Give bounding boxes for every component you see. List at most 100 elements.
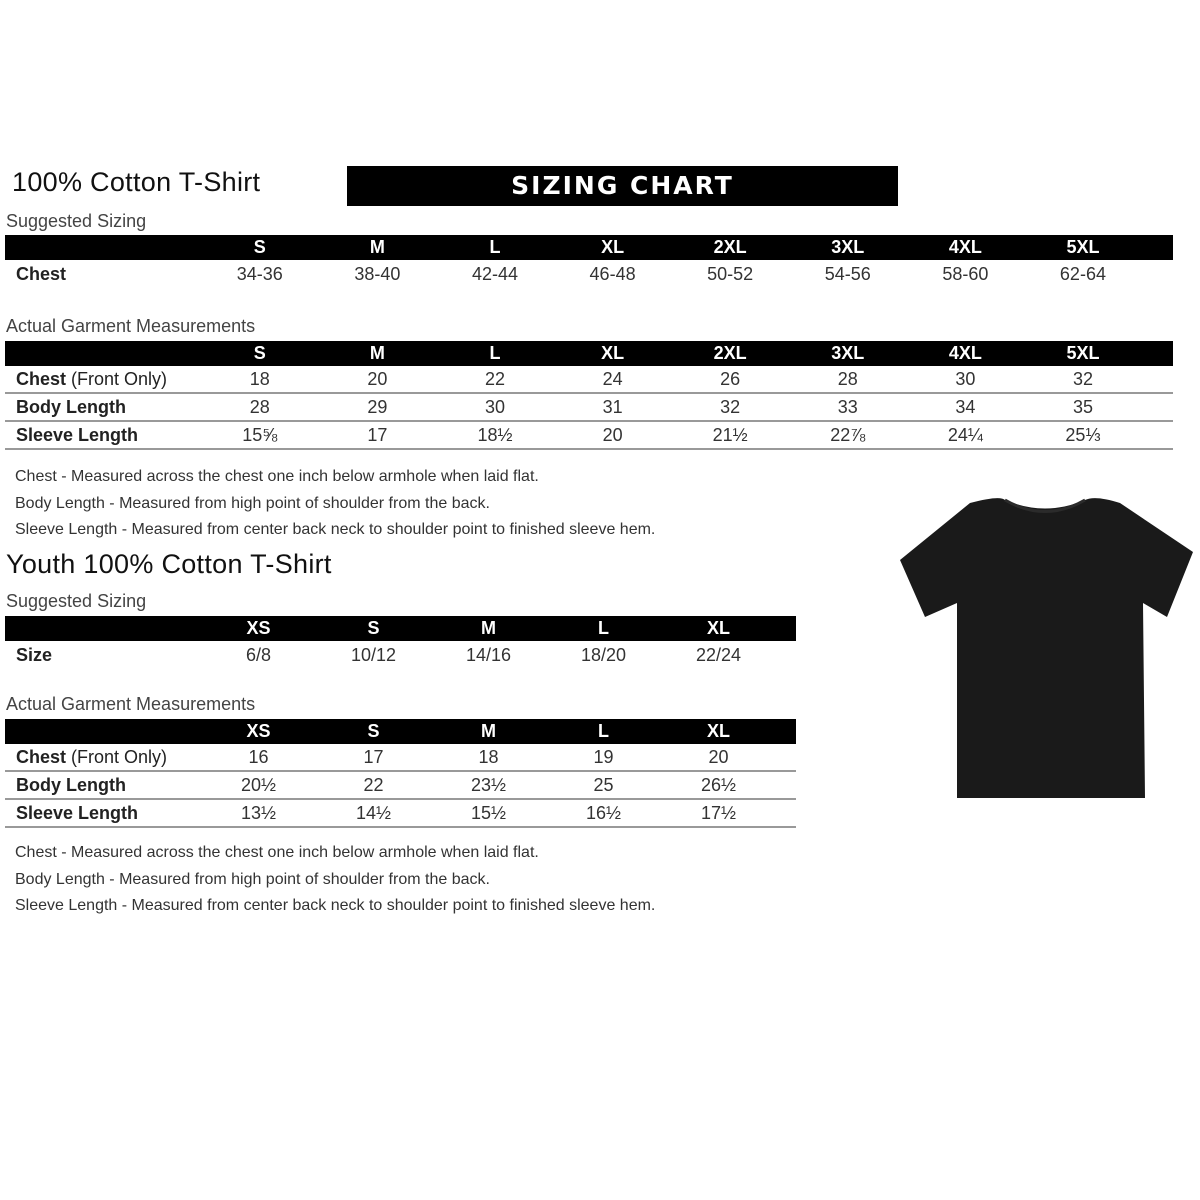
size-header-m: M	[369, 343, 385, 363]
cell-value: 29	[367, 396, 388, 417]
row-label-text: Body Length	[16, 774, 126, 795]
adult-notes: Chest - Measured across the chest one in…	[15, 464, 655, 544]
cell-value: 17½	[700, 802, 737, 823]
cell-value: 15⅝	[242, 424, 278, 445]
cell-value: 20	[708, 746, 729, 767]
youth-actual-label: Actual Garment Measurements	[6, 694, 256, 714]
size-header-row: XS S M L XL	[5, 616, 796, 641]
row-label-suffix: (Front Only)	[66, 368, 168, 389]
size-header-s: S	[253, 237, 266, 257]
size-header-2xl: 2XL	[713, 343, 747, 363]
measurement-note: Sleeve Length - Measured from center bac…	[15, 897, 656, 914]
size-header-l: L	[489, 343, 501, 363]
size-header-xl: XL	[601, 237, 625, 257]
cell-value: 32	[720, 396, 741, 417]
cell-value: 25⅓	[1065, 424, 1101, 445]
cell-value: 22⅞	[830, 424, 866, 445]
size-header-s: S	[367, 618, 380, 638]
measurement-note: Sleeve Length - Measured from center bac…	[15, 521, 656, 538]
sizing-chart-banner: SIZING CHART	[347, 166, 898, 206]
row-label: Sleeve Length	[5, 425, 201, 446]
cell-value: 18½	[477, 424, 513, 445]
cell-value: 30	[484, 396, 505, 417]
table-row: Sleeve Length 15⅝ 17 18½ 20 21½ 22⅞ 24¼ 25⅓	[5, 422, 1173, 450]
cell-value: 31	[602, 396, 623, 417]
cell-value: 22	[484, 368, 505, 389]
row-label-text: Body Length	[16, 396, 126, 417]
size-header-m: M	[481, 618, 496, 638]
table-row: Size 6/8 10/12 14/16 18/20 22/24	[5, 641, 796, 669]
cell-value: 26½	[700, 774, 737, 795]
size-header-4xl: 4XL	[948, 343, 982, 363]
cell-value: 54-56	[824, 263, 871, 284]
row-label: Size	[5, 645, 201, 666]
measurement-note: Body Length - Measured from high point o…	[15, 870, 490, 888]
table-row: Body Length 28 29 30 31 32 33 34 35	[5, 394, 1173, 422]
size-header-4xl: 4XL	[948, 237, 982, 257]
cell-value: 19	[593, 746, 614, 767]
row-label-text: Sleeve Length	[16, 424, 139, 445]
tshirt-image	[900, 498, 1193, 798]
size-header-3xl: 3XL	[831, 343, 865, 363]
table-row: Sleeve Length 13½ 14½ 15½ 16½ 17½	[5, 800, 796, 828]
cell-value: 14½	[355, 802, 392, 823]
row-label: Chest	[5, 264, 201, 285]
row-label-text: Size	[16, 644, 53, 665]
cell-value: 42-44	[471, 263, 518, 284]
cell-value: 24	[602, 368, 623, 389]
cell-value: 33	[837, 396, 858, 417]
cell-value: 10/12	[350, 644, 397, 665]
cell-value: 20½	[240, 774, 277, 795]
size-header-3xl: 3XL	[831, 237, 865, 257]
cell-value: 46-48	[589, 263, 636, 284]
size-header-xl: XL	[706, 618, 730, 638]
size-header-l: L	[598, 721, 609, 741]
table-row: Chest 34-36 38-40 42-44 46-48 50-52 54-56 58-60…	[5, 260, 1173, 288]
size-header-m: M	[369, 237, 385, 257]
adult-suggested-table: S M L XL 2XL 3XL 4XL 5XL Chest 34-36 38-40 42-44 46-…	[5, 235, 1173, 288]
cell-value: 50-52	[707, 263, 754, 284]
cell-value: 15½	[470, 802, 507, 823]
cell-value: 26	[720, 368, 741, 389]
cell-value: 6/8	[245, 644, 272, 665]
table-row: Body Length 20½ 22 23½ 25 26½	[5, 772, 796, 800]
measurement-note: Chest - Measured across the chest one in…	[15, 468, 539, 485]
row-label: Body Length	[5, 775, 201, 796]
cell-value: 22/24	[695, 644, 742, 665]
cell-value: 20	[602, 424, 623, 445]
measurement-note: Chest - Measured across the chest one in…	[15, 844, 539, 861]
cell-value: 24¼	[947, 424, 983, 445]
youth-title: Youth 100% Cotton T-Shirt	[6, 549, 332, 579]
cell-value: 21½	[712, 424, 748, 445]
cell-value: 16	[248, 746, 269, 767]
adult-actual-table: S M L XL 2XL 3XL 4XL 5XL Chest (Front Only) 18 20 2…	[5, 341, 1173, 450]
cell-value: 28	[837, 368, 858, 389]
cell-value: 25	[593, 774, 614, 795]
cell-value: 13½	[240, 802, 277, 823]
size-header-m: M	[481, 721, 496, 741]
size-header-5xl: 5XL	[1066, 237, 1100, 257]
youth-actual-table: XS S M L XL Chest (Front Only) 16 17 18 19 20 Body …	[5, 719, 796, 828]
cell-value: 32	[1072, 368, 1093, 389]
cell-value: 28	[249, 396, 270, 417]
row-label: Chest (Front Only)	[5, 369, 201, 390]
row-label: Sleeve Length	[5, 803, 201, 824]
cell-value: 14/16	[465, 644, 512, 665]
cell-value: 34-36	[236, 263, 283, 284]
adult-actual-label: Actual Garment Measurements	[6, 316, 256, 336]
row-label-text: Chest	[16, 263, 67, 284]
cell-value: 38-40	[354, 263, 401, 284]
row-label-text: Chest	[16, 746, 67, 767]
cell-value: 35	[1072, 396, 1093, 417]
size-header-row: S M L XL 2XL 3XL 4XL 5XL	[5, 341, 1173, 366]
row-label: Body Length	[5, 397, 201, 418]
row-label-text: Chest	[16, 368, 67, 389]
youth-suggested-table: XS S M L XL Size 6/8 10/12 14/16 18/20 22/24	[5, 616, 796, 669]
size-header-row: S M L XL 2XL 3XL 4XL 5XL	[5, 235, 1173, 260]
table-row: Chest (Front Only) 16 17 18 19 20	[5, 744, 796, 772]
cell-value: 58-60	[942, 263, 989, 284]
youth-suggested-label: Suggested Sizing	[6, 591, 147, 611]
size-header-row: XS S M L XL	[5, 719, 796, 744]
cell-value: 17	[363, 746, 384, 767]
size-header-xs: XS	[246, 721, 271, 741]
